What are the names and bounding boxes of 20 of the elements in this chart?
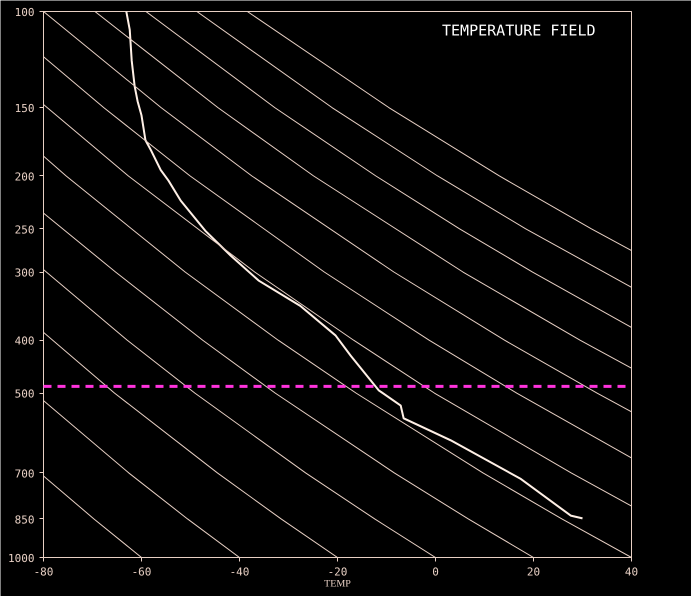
- y-tick-label: 300: [14, 266, 35, 280]
- y-tick-label: 500: [14, 388, 35, 401]
- y-tick-label: 150: [14, 102, 35, 116]
- x-axis-title: TEMP: [324, 578, 352, 590]
- text: TEMPERATURE FIELD: [442, 22, 596, 40]
- y-tick-label: 1000: [8, 552, 35, 565]
- y-tick-label: 850: [14, 513, 35, 526]
- x-tick-label: -60: [132, 566, 152, 578]
- y-tick-label: 400: [14, 334, 35, 348]
- x-tick-label: 40: [624, 566, 638, 578]
- y-tick-label: 250: [14, 223, 35, 236]
- x-tick-label: 20: [526, 566, 540, 578]
- y-tick-label: 200: [14, 170, 35, 184]
- x-tick-label: -40: [230, 566, 250, 578]
- y-tick-label: 700: [14, 467, 35, 480]
- x-tick-label: -20: [328, 566, 348, 578]
- x-tick-label: -80: [34, 566, 54, 578]
- x-tick-label: 0: [432, 566, 439, 578]
- line-series: [44, 212, 534, 558]
- y-tick-label: 100: [14, 6, 35, 19]
